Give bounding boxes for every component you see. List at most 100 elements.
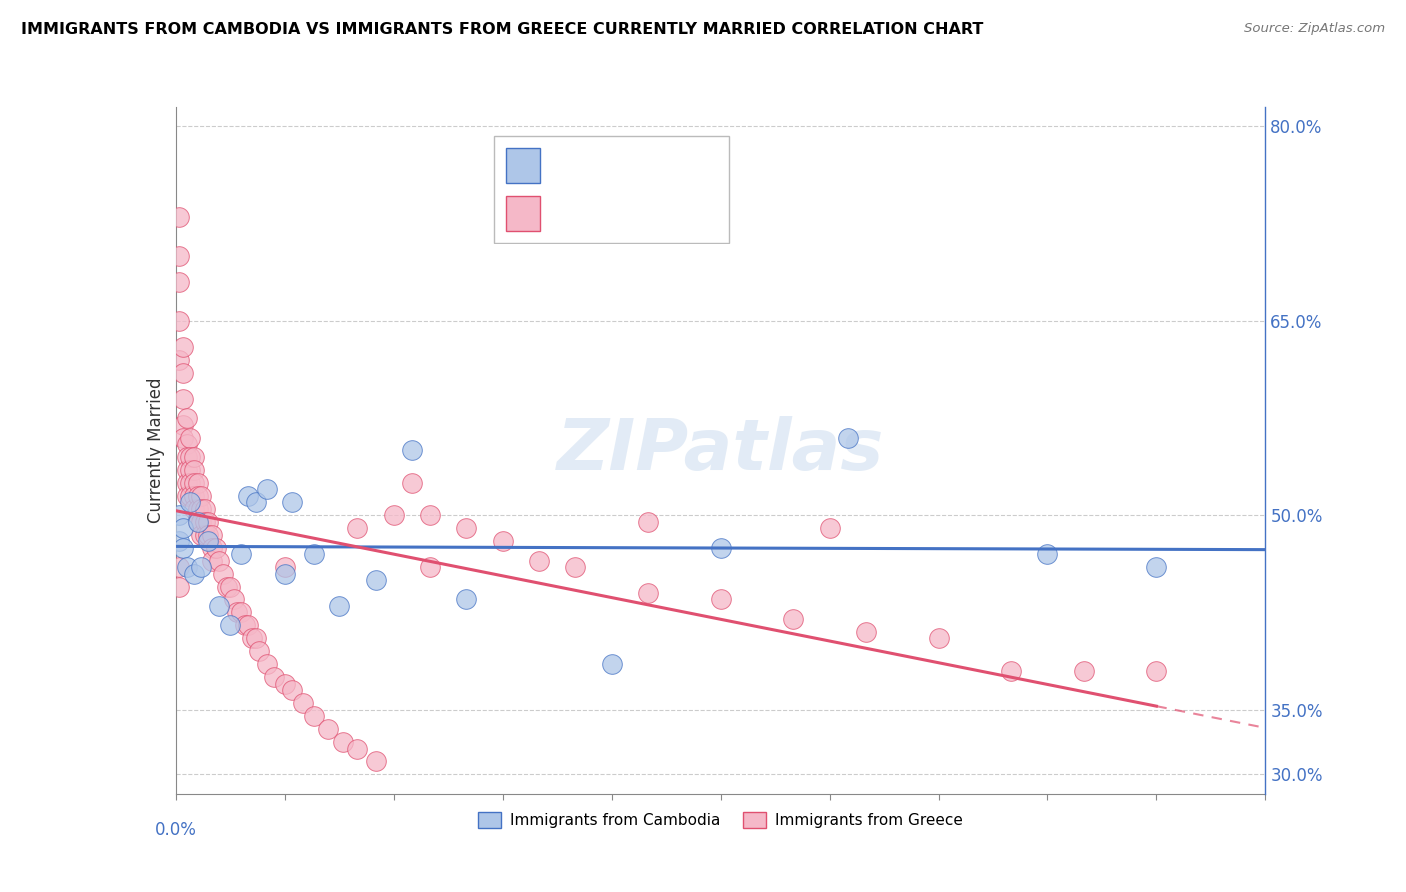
Point [1146, 560, 1168, 574]
Point [263, 670, 285, 684]
Point [190, 527, 212, 541]
Point [201, 527, 224, 541]
Point [204, 541, 226, 555]
Point [233, 618, 256, 632]
Point [179, 450, 201, 464]
Point [197, 527, 219, 541]
Point [186, 475, 209, 490]
Point [302, 547, 325, 561]
Point [169, 210, 191, 224]
Point [291, 696, 314, 710]
Text: IMMIGRANTS FROM CAMBODIA VS IMMIGRANTS FROM GREECE CURRENTLY MARRIED CORRELATION: IMMIGRANTS FROM CAMBODIA VS IMMIGRANTS F… [21, 22, 983, 37]
Point [186, 501, 209, 516]
Point [527, 553, 550, 567]
Point [281, 683, 304, 698]
Point [194, 527, 217, 541]
Point [179, 475, 201, 490]
Point [186, 515, 209, 529]
Point [332, 735, 354, 749]
Point [600, 657, 623, 672]
Point [247, 644, 270, 658]
Point [208, 599, 231, 613]
Point [928, 632, 950, 646]
Point [169, 508, 191, 523]
Point [256, 483, 278, 497]
Point [201, 541, 224, 555]
Point [183, 489, 205, 503]
Point [346, 741, 368, 756]
Point [197, 534, 219, 549]
Point [190, 501, 212, 516]
Point [176, 489, 198, 503]
Point [176, 450, 198, 464]
Point [346, 521, 368, 535]
Point [492, 534, 515, 549]
Point [456, 592, 478, 607]
Point [328, 599, 350, 613]
Point [197, 515, 219, 529]
Point [222, 592, 245, 607]
Point [318, 722, 340, 736]
Point [179, 489, 201, 503]
Point [172, 541, 194, 555]
Point [219, 580, 242, 594]
Point [208, 553, 231, 567]
Y-axis label: Currently Married: Currently Married [146, 377, 165, 524]
Text: Source: ZipAtlas.com: Source: ZipAtlas.com [1244, 22, 1385, 36]
Point [637, 586, 659, 600]
Point [245, 495, 267, 509]
Point [186, 515, 209, 529]
Point [401, 475, 423, 490]
Point [179, 495, 201, 509]
Point [419, 508, 441, 523]
Point [855, 624, 877, 639]
Point [245, 632, 267, 646]
Point [710, 592, 733, 607]
Point [281, 495, 304, 509]
Point [183, 463, 205, 477]
Point [172, 366, 194, 380]
Point [176, 560, 198, 574]
Point [238, 618, 260, 632]
Point [456, 521, 478, 535]
Point [1073, 664, 1095, 678]
Point [169, 580, 191, 594]
Point [1036, 547, 1059, 561]
Point [219, 618, 242, 632]
Point [419, 560, 441, 574]
Point [190, 560, 212, 574]
Point [179, 430, 201, 444]
Point [169, 534, 191, 549]
Point [169, 560, 191, 574]
Point [782, 612, 804, 626]
Point [172, 417, 194, 432]
Point [169, 352, 191, 367]
Legend: Immigrants from Cambodia, Immigrants from Greece: Immigrants from Cambodia, Immigrants fro… [472, 806, 969, 834]
Point [172, 340, 194, 354]
Text: ZIPatlas: ZIPatlas [557, 416, 884, 485]
Point [172, 392, 194, 406]
Point [231, 606, 253, 620]
Point [274, 566, 297, 581]
Point [212, 566, 235, 581]
Point [172, 430, 194, 444]
Point [176, 475, 198, 490]
Point [382, 508, 405, 523]
Text: 0.0%: 0.0% [155, 822, 197, 839]
Point [1000, 664, 1022, 678]
Point [179, 463, 201, 477]
Point [274, 560, 297, 574]
Point [364, 573, 387, 587]
Point [183, 475, 205, 490]
Point [710, 541, 733, 555]
Point [256, 657, 278, 672]
Point [637, 515, 659, 529]
Point [231, 547, 253, 561]
Point [186, 489, 209, 503]
Point [183, 566, 205, 581]
Point [183, 450, 205, 464]
Point [201, 553, 224, 567]
Point [176, 411, 198, 425]
Point [169, 249, 191, 263]
Point [215, 580, 238, 594]
